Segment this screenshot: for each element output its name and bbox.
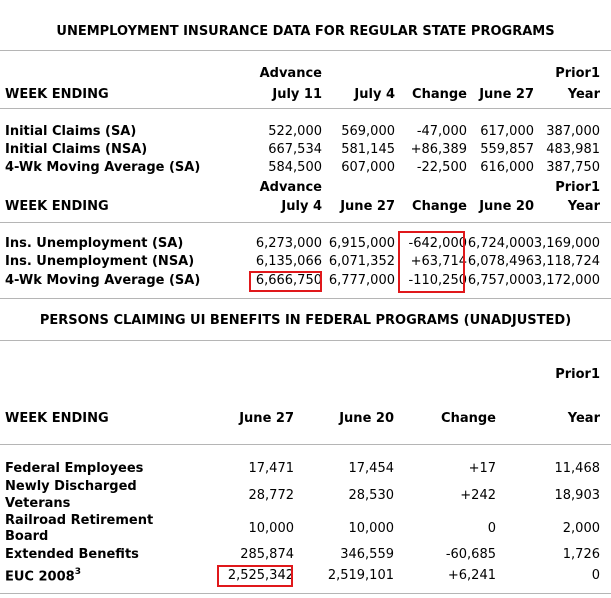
- cell: 6,071,352: [328, 254, 395, 269]
- cell: -110,250: [408, 273, 467, 288]
- cell: 6,135,066: [255, 254, 322, 269]
- cell: 0: [591, 568, 600, 583]
- row-label: Initial Claims (SA): [5, 124, 137, 139]
- cell: +6,241: [447, 568, 496, 583]
- col-header-4: June 27: [479, 87, 534, 102]
- col-header-2: June 27: [340, 199, 395, 214]
- highlight-box-euc: [217, 565, 293, 587]
- cell: 607,000: [341, 160, 395, 175]
- cell: 3,169,000: [533, 236, 600, 251]
- divider: [0, 222, 611, 223]
- prior1-label: Prior1: [555, 367, 600, 382]
- cell: 616,000: [480, 160, 534, 175]
- cell: 559,857: [480, 142, 534, 157]
- prior1-label: Prior1: [555, 180, 600, 195]
- cell: 10,000: [248, 521, 295, 536]
- highlight-box-moving-average: [249, 271, 322, 292]
- divider: [0, 298, 611, 299]
- cell: 17,454: [348, 461, 395, 476]
- row-label-line1: Newly Discharged: [5, 479, 137, 494]
- cell: 346,559: [340, 547, 394, 562]
- cell: +242: [460, 488, 496, 503]
- cell: 6,757,000: [467, 273, 534, 288]
- cell: 2,519,101: [327, 568, 394, 583]
- cell: 6,777,000: [328, 273, 395, 288]
- cell: 483,981: [546, 142, 600, 157]
- cell: -47,000: [416, 124, 467, 139]
- week-ending-header: WEEK ENDING: [5, 411, 109, 426]
- cell: 0: [487, 521, 496, 536]
- cell: 6,915,000: [328, 236, 395, 251]
- cell: -642,000: [408, 236, 467, 251]
- cell: 1,726: [562, 547, 600, 562]
- row-label-line2: Veterans: [5, 496, 71, 511]
- row-label: Ins. Unemployment (NSA): [5, 254, 195, 269]
- row-label-text: EUC 2008: [5, 569, 75, 585]
- week-ending-header: WEEK ENDING: [5, 87, 109, 102]
- cell: 3,118,724: [533, 254, 600, 269]
- row-label: EUC 20083: [5, 567, 81, 585]
- cell: 11,468: [554, 461, 601, 476]
- cell: 28,530: [348, 488, 395, 503]
- col-header-4: Year: [567, 411, 600, 426]
- cell: 6,666,750: [255, 273, 322, 288]
- cell: 18,903: [554, 488, 601, 503]
- divider: [0, 444, 611, 445]
- cell: 667,534: [268, 142, 322, 157]
- col-header-3: Change: [412, 199, 467, 214]
- cell: -60,685: [445, 547, 496, 562]
- col-header-1: June 27: [239, 411, 294, 426]
- cell: +17: [468, 461, 496, 476]
- cell: 387,000: [546, 124, 600, 139]
- cell: -22,500: [416, 160, 467, 175]
- cell: +86,389: [410, 142, 467, 157]
- footnote-marker: 3: [74, 567, 81, 577]
- divider: [0, 340, 611, 341]
- cell: 10,000: [348, 521, 395, 536]
- row-label: Extended Benefits: [5, 547, 139, 562]
- week-ending-header: WEEK ENDING: [5, 199, 109, 214]
- cell: 3,172,000: [533, 273, 600, 288]
- col-header-1: July 11: [272, 87, 322, 102]
- col-header-3: Change: [412, 87, 467, 102]
- divider: [0, 108, 611, 109]
- row-label: Federal Employees: [5, 461, 144, 476]
- col-header-4: June 20: [479, 199, 534, 214]
- cell: 6,273,000: [255, 236, 322, 251]
- cell: 17,471: [248, 461, 295, 476]
- col-header-5: Year: [567, 199, 600, 214]
- col-header-2: June 20: [339, 411, 394, 426]
- advance-label: Advance: [259, 180, 322, 195]
- cell: 569,000: [341, 124, 395, 139]
- federal-programs-title: PERSONS CLAIMING UI BENEFITS IN FEDERAL …: [39, 313, 572, 328]
- col-header-5: Year: [567, 87, 600, 102]
- row-label-line1: Railroad Retirement: [5, 513, 154, 528]
- cell: 522,000: [268, 124, 322, 139]
- row-label: Initial Claims (NSA): [5, 142, 148, 157]
- row-label: 4-Wk Moving Average (SA): [5, 273, 201, 288]
- col-header-1: July 4: [281, 199, 322, 214]
- row-label: Ins. Unemployment (SA): [5, 236, 184, 251]
- cell: 387,750: [546, 160, 600, 175]
- row-label: 4-Wk Moving Average (SA): [5, 160, 201, 175]
- cell: 2,000: [562, 521, 600, 536]
- col-header-2: July 4: [354, 87, 395, 102]
- cell: 285,874: [240, 547, 294, 562]
- cell: 617,000: [480, 124, 534, 139]
- divider: [0, 50, 611, 51]
- divider: [0, 593, 611, 594]
- cell: 584,500: [268, 160, 322, 175]
- cell: 6,078,496: [467, 254, 534, 269]
- prior1-label: Prior1: [555, 66, 600, 81]
- highlight-box-change: [398, 231, 465, 293]
- cell: 2,525,342: [227, 568, 294, 583]
- cell: 28,772: [248, 488, 295, 503]
- advance-label: Advance: [259, 66, 322, 81]
- col-header-3: Change: [441, 411, 496, 426]
- regular-programs-title: UNEMPLOYMENT INSURANCE DATA FOR REGULAR …: [56, 24, 555, 39]
- row-label-line2: Board: [5, 529, 49, 544]
- cell: +63,714: [410, 254, 467, 269]
- cell: 581,145: [341, 142, 395, 157]
- cell: 6,724,000: [467, 236, 534, 251]
